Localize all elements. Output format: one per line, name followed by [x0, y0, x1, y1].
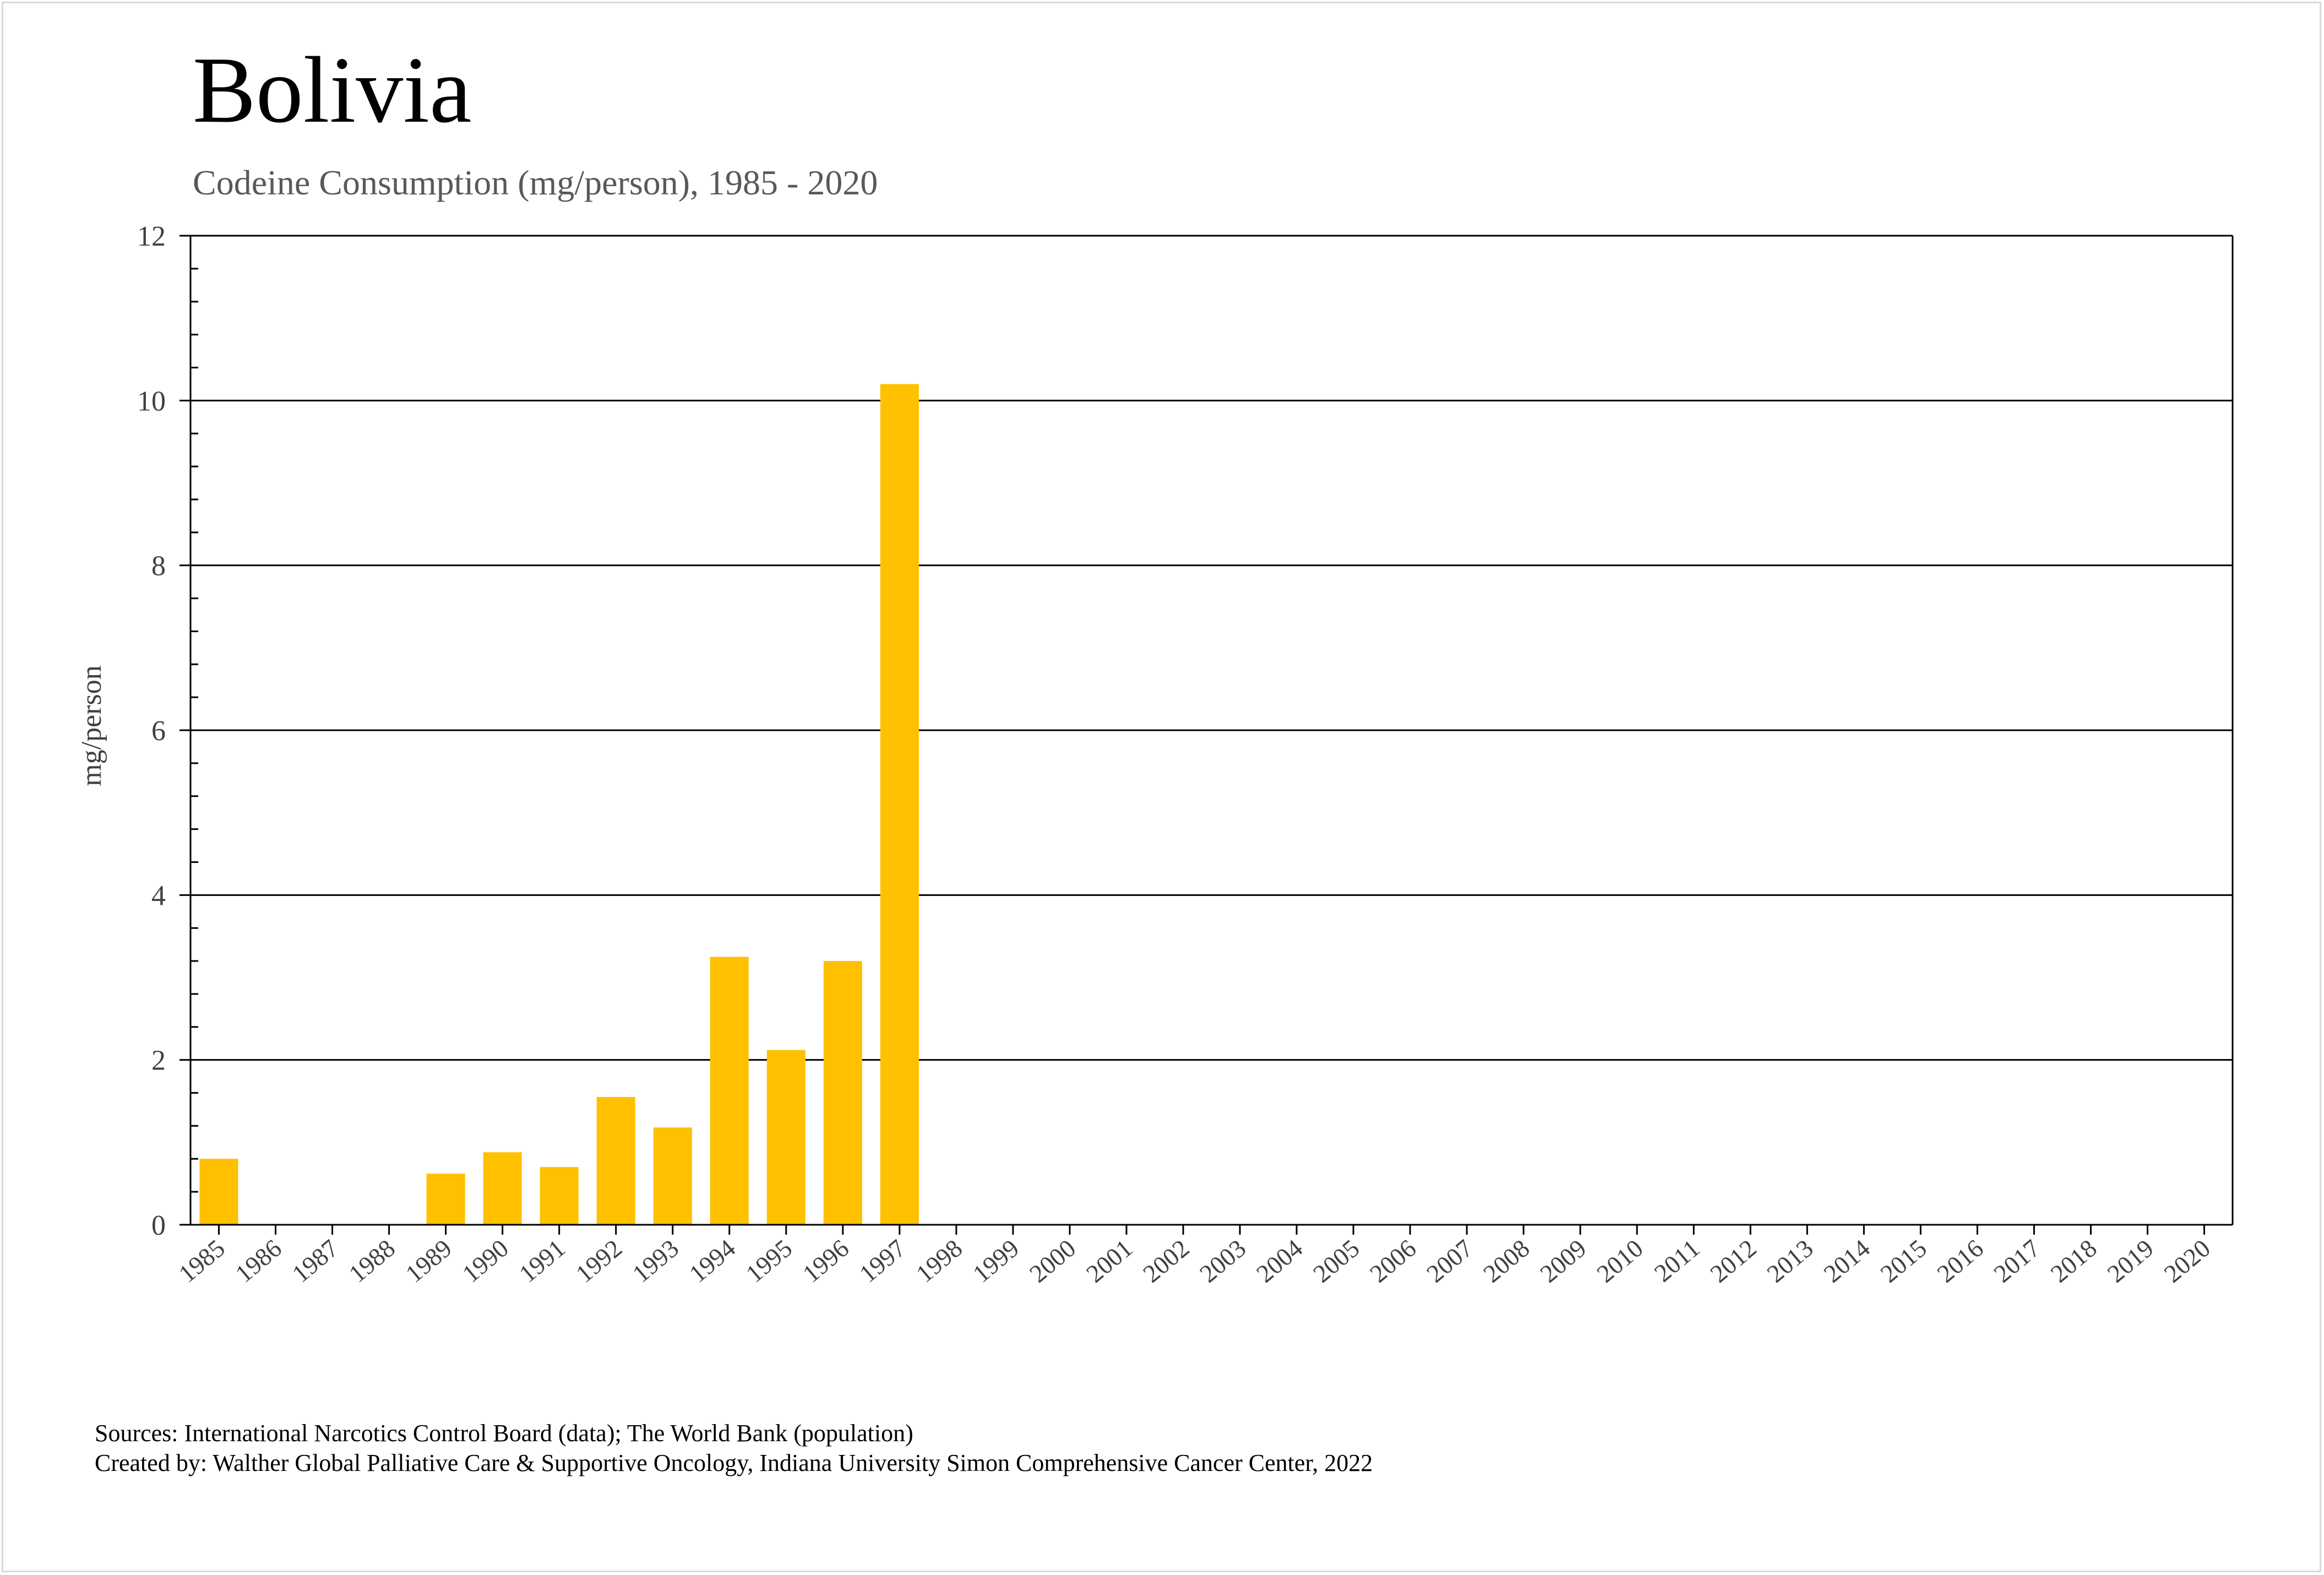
x-tick-label-2020: 2020 — [2159, 1234, 2216, 1288]
x-tick-label-1988: 1988 — [344, 1234, 400, 1288]
x-tick-label-2008: 2008 — [1478, 1234, 1534, 1288]
x-tick-label-2002: 2002 — [1137, 1234, 1194, 1288]
x-tick-label-1986: 1986 — [230, 1234, 287, 1288]
x-tick-label-1998: 1998 — [911, 1234, 967, 1288]
x-tick-label-2013: 2013 — [1761, 1234, 1818, 1288]
x-tick-label-2016: 2016 — [1932, 1234, 1989, 1288]
bar-1997 — [880, 384, 919, 1225]
chart-title: Bolivia — [193, 38, 472, 143]
sources-note: Sources: International Narcotics Control… — [95, 1420, 913, 1447]
x-tick-label-2001: 2001 — [1081, 1234, 1137, 1288]
bar-1992 — [596, 1097, 635, 1225]
x-tick-label-1991: 1991 — [514, 1234, 570, 1288]
x-tick-label-2017: 2017 — [1989, 1234, 2045, 1288]
x-tick-label-2011: 2011 — [1649, 1234, 1705, 1288]
x-tick-label-1990: 1990 — [457, 1234, 514, 1288]
y-axis-label: mg/person — [76, 665, 107, 786]
chart-footer: Sources: International Narcotics Control… — [95, 1419, 1373, 1478]
y-tick-label-6: 6 — [151, 715, 166, 747]
x-tick-label-1996: 1996 — [797, 1234, 854, 1288]
credits-note: Created by: Walther Global Palliative Ca… — [95, 1449, 1373, 1476]
x-tick-label-1992: 1992 — [570, 1234, 627, 1288]
bar-1996 — [823, 961, 862, 1225]
axes — [179, 235, 2234, 1235]
x-tick-label-2014: 2014 — [1818, 1234, 1875, 1288]
x-tick-label-1993: 1993 — [627, 1234, 684, 1288]
y-tick-label-4: 4 — [151, 880, 166, 911]
x-tick-label-2000: 2000 — [1024, 1234, 1081, 1288]
y-tick-label-0: 0 — [151, 1210, 166, 1241]
x-tick-label-2004: 2004 — [1251, 1234, 1308, 1288]
x-tick-label-1985: 1985 — [173, 1234, 230, 1288]
bar-1994 — [710, 957, 749, 1225]
chart-subtitle: Codeine Consumption (mg/person), 1985 - … — [193, 163, 878, 202]
bar-1985 — [199, 1159, 238, 1225]
x-tick-label-1987: 1987 — [287, 1234, 344, 1288]
x-tick-label-1989: 1989 — [400, 1234, 457, 1288]
x-tick-labels: 1985 1986 1987 1988 1989 1990 1991 1992 1993 1994… — [173, 1234, 2216, 1288]
x-tick-label-1995: 1995 — [741, 1234, 797, 1288]
x-tick-label-2012: 2012 — [1705, 1234, 1761, 1288]
x-tick-label-1994: 1994 — [684, 1234, 741, 1288]
x-tick-label-2003: 2003 — [1194, 1234, 1251, 1288]
x-tick-label-2015: 2015 — [1875, 1234, 1932, 1288]
x-tick-label-2009: 2009 — [1534, 1234, 1591, 1288]
y-tick-label-2: 2 — [151, 1045, 166, 1077]
gridlines — [191, 235, 2233, 1061]
bar-1991 — [540, 1167, 579, 1225]
bar-1993 — [653, 1127, 692, 1225]
x-tick-label-2007: 2007 — [1421, 1234, 1478, 1288]
x-tick-label-1997: 1997 — [854, 1234, 911, 1288]
bar-1995 — [766, 1050, 805, 1225]
y-tick-label-12: 12 — [137, 221, 166, 252]
x-tick-label-2010: 2010 — [1591, 1234, 1648, 1288]
x-tick-label-2005: 2005 — [1308, 1234, 1364, 1288]
bars — [199, 384, 919, 1225]
x-tick-label-2018: 2018 — [2045, 1234, 2102, 1288]
bar-1990 — [483, 1152, 522, 1225]
x-tick-label-2019: 2019 — [2102, 1234, 2159, 1288]
bar-1989 — [426, 1174, 465, 1225]
y-tick-label-10: 10 — [137, 385, 166, 417]
y-tick-label-8: 8 — [151, 551, 166, 582]
y-tick-labels: 0 2 4 6 8 10 12 — [137, 221, 166, 1241]
x-tick-label-2006: 2006 — [1364, 1234, 1421, 1288]
x-tick-label-1999: 1999 — [967, 1234, 1024, 1288]
